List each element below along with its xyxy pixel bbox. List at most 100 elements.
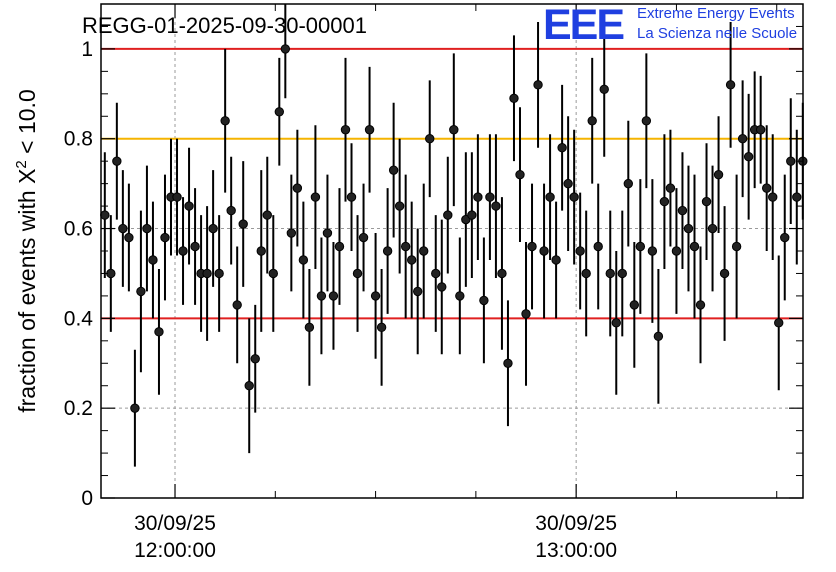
data-point xyxy=(587,116,597,126)
eee-logo-mark: EEE xyxy=(543,1,623,49)
data-point xyxy=(262,210,272,220)
data-point xyxy=(358,232,369,243)
data-point xyxy=(677,205,688,216)
data-point xyxy=(569,192,579,202)
data-point xyxy=(731,241,742,252)
data-point xyxy=(214,268,224,279)
data-point xyxy=(557,143,567,153)
y-axis-label: fraction of events with X2 < 10.0 xyxy=(13,89,40,413)
data-point xyxy=(725,80,736,90)
data-point xyxy=(737,134,748,144)
y-tick-label: 0.4 xyxy=(64,307,94,330)
data-point xyxy=(340,125,351,135)
data-point xyxy=(647,246,658,256)
data-point xyxy=(142,223,152,234)
data-point xyxy=(184,201,194,211)
data-point xyxy=(491,201,501,211)
data-point xyxy=(238,219,248,229)
data-point xyxy=(244,381,254,391)
data-point xyxy=(112,156,122,166)
data-point xyxy=(527,241,537,252)
y-axis-label-prefix: fraction of events with xyxy=(14,184,40,413)
data-point xyxy=(208,223,218,234)
x-axis: 30/09/2512:00:0030/09/2513:00:0030/09/25… xyxy=(134,4,778,562)
data-point xyxy=(425,134,435,144)
data-point xyxy=(190,241,200,252)
data-point xyxy=(581,268,591,279)
x-tick-time-label: 12:00:00 xyxy=(134,539,216,562)
y-tick-label: 0 xyxy=(81,487,93,510)
data-point xyxy=(755,125,766,135)
data-point xyxy=(792,192,802,202)
data-point xyxy=(124,232,134,243)
data-point xyxy=(768,192,778,202)
data-point xyxy=(346,192,357,202)
data-point xyxy=(659,196,670,207)
data-point xyxy=(455,291,465,301)
data-point xyxy=(701,196,712,207)
x-tick-date-label: 30/09/25 xyxy=(134,512,216,535)
y-tick-label: 1 xyxy=(81,38,93,61)
data-point xyxy=(521,309,531,319)
data-point xyxy=(761,183,772,193)
data-point xyxy=(665,183,676,193)
data-point xyxy=(322,228,333,238)
data-point xyxy=(250,354,260,364)
data-point xyxy=(611,318,621,328)
data-point xyxy=(130,403,140,413)
data-point xyxy=(334,241,345,252)
data-point xyxy=(774,318,784,328)
y-axis: 0 0.2 0.4 0.6 0.8 1 xyxy=(64,25,803,510)
data-point xyxy=(467,210,477,220)
data-point xyxy=(713,169,724,180)
data-point xyxy=(136,286,146,297)
x-tick-time-label: 13:00:00 xyxy=(535,539,617,562)
data-point xyxy=(406,255,417,265)
data-point xyxy=(202,268,212,279)
data-point xyxy=(593,241,603,252)
data-point xyxy=(689,241,700,252)
data-point xyxy=(515,169,525,180)
chart-title: REGG-01-2025-09-30-00001 xyxy=(82,13,367,38)
y-tick-label: 0.2 xyxy=(64,397,93,420)
data-point xyxy=(683,223,694,234)
eee-logo-line2: La Scienza nelle Scuole xyxy=(637,25,797,42)
data-point xyxy=(437,282,447,292)
data-point xyxy=(707,223,718,234)
data-point xyxy=(533,80,543,90)
data-point xyxy=(599,84,609,95)
data-point xyxy=(653,331,664,342)
data-point xyxy=(671,246,682,256)
data-point xyxy=(413,286,423,297)
data-point xyxy=(449,125,459,135)
data-point xyxy=(394,201,405,211)
data-point xyxy=(743,151,754,162)
data-point xyxy=(298,255,309,265)
data-point xyxy=(274,107,285,117)
data-point xyxy=(575,246,585,256)
data-point xyxy=(719,268,730,279)
data-point xyxy=(160,232,170,243)
data-point xyxy=(172,192,182,202)
data-point xyxy=(641,116,652,126)
data-point xyxy=(280,44,291,54)
data-point xyxy=(617,268,627,279)
data-point xyxy=(268,268,278,279)
data-point xyxy=(400,241,411,252)
y-axis-label-superscript: 2 xyxy=(13,160,30,168)
data-point xyxy=(376,322,387,333)
data-points xyxy=(100,4,808,467)
data-point xyxy=(100,210,110,220)
data-point xyxy=(479,295,489,306)
data-point xyxy=(232,300,242,310)
data-point xyxy=(220,116,230,126)
data-point xyxy=(545,192,555,202)
y-tick-label: 0.6 xyxy=(64,218,93,241)
data-point xyxy=(178,246,188,256)
data-point xyxy=(503,358,513,368)
data-point xyxy=(623,178,634,189)
data-point xyxy=(148,255,158,265)
data-point xyxy=(316,291,327,301)
data-point xyxy=(388,165,399,175)
data-point xyxy=(118,223,128,234)
